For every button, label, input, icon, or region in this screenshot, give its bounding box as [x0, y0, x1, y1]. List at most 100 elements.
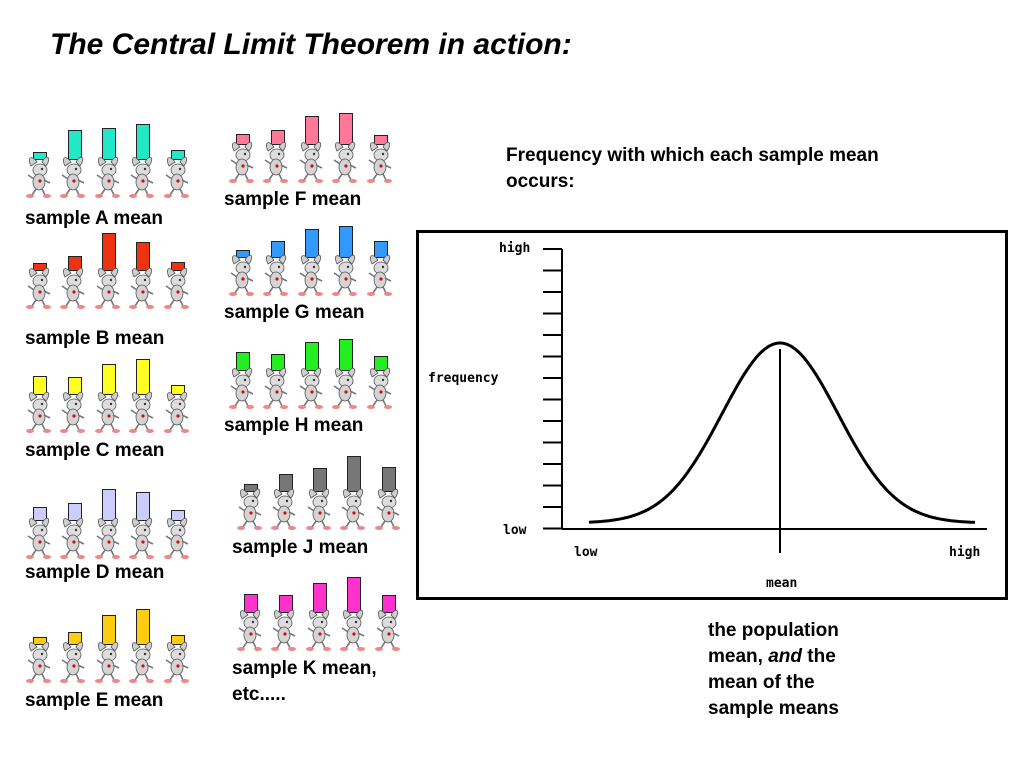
sample-f-bar [339, 113, 353, 145]
population-note-suffix: the [801, 646, 836, 667]
sample-d: sample D mean [25, 481, 225, 591]
sample-h-label: sample H mean [224, 415, 364, 436]
rabbit-runner-icon [229, 141, 254, 183]
sample-j: sample J mean [232, 452, 436, 562]
sample-g-bar [374, 241, 388, 258]
sample-d-bar [171, 510, 185, 521]
rabbit-runner-icon [26, 391, 51, 433]
rabbit-runner-icon [271, 609, 296, 651]
population-note-emphasis: and [768, 646, 802, 667]
rabbit-runner-icon [129, 267, 154, 309]
sample-b-label: sample B mean [25, 328, 165, 349]
sample-c-bar [136, 359, 150, 395]
sample-h-bars [228, 331, 428, 401]
sample-h-rabbits [229, 367, 392, 409]
rabbit-runner-icon [26, 517, 51, 559]
sample-h-bar [374, 356, 388, 371]
sample-e-bar [171, 635, 185, 645]
sample-c-bars [25, 355, 225, 425]
rabbit-runner-icon [164, 267, 189, 309]
sample-j-rabbits [237, 488, 400, 530]
sample-j-label: sample J mean [232, 537, 369, 558]
rabbit-runner-icon [298, 141, 323, 183]
sample-d-bar [136, 492, 150, 521]
rabbit-runner-icon [263, 141, 288, 183]
sample-h-bar [236, 352, 250, 371]
rabbit-runner-icon [26, 641, 51, 683]
rabbit-runner-icon [298, 367, 323, 409]
sample-d-bars [25, 481, 225, 551]
sample-a-bars [25, 120, 225, 190]
rabbit-runner-icon [60, 517, 85, 559]
frequency-note: Frequency with which each sample mean oc… [506, 143, 879, 195]
sample-e-bar [33, 637, 47, 645]
rabbit-runner-icon [367, 367, 392, 409]
sample-g-bars [228, 218, 428, 288]
rabbit-runner-icon [367, 141, 392, 183]
rabbit-runner-icon [229, 254, 254, 296]
rabbit-runner-icon [60, 267, 85, 309]
population-note-prefix: mean, [708, 646, 769, 667]
sample-h-bar [271, 354, 285, 371]
sample-j-bar [279, 474, 293, 492]
sample-j-bars [236, 452, 436, 522]
sampling-distribution-graph: high frequency low low high mean [416, 230, 1008, 600]
sample-b-bar [136, 242, 150, 271]
rabbit-runner-icon [306, 488, 331, 530]
sample-g-rabbits [229, 254, 392, 296]
sample-a-bar [68, 130, 82, 160]
rabbit-runner-icon [60, 156, 85, 198]
rabbit-runner-icon [237, 488, 262, 530]
x-mean-label: mean [766, 576, 797, 591]
sample-a: sample A mean [25, 120, 225, 230]
rabbit-runner-icon [375, 609, 400, 651]
rabbit-runner-icon [164, 517, 189, 559]
rabbit-runner-icon [271, 488, 296, 530]
sample-g-bar [271, 241, 285, 258]
rabbit-runner-icon [164, 391, 189, 433]
sample-j-bar [382, 467, 396, 492]
sample-e-bar [136, 609, 150, 645]
sample-a-rabbits [26, 156, 189, 198]
sample-h: sample H mean [224, 331, 428, 441]
population-note-line2: mean, and the [708, 644, 839, 670]
sample-j-bar [244, 484, 258, 492]
y-low-label: low [503, 523, 527, 538]
rabbit-runner-icon [229, 367, 254, 409]
sample-c: sample C mean [25, 355, 225, 465]
sample-c-rabbits [26, 391, 189, 433]
rabbit-runner-icon [332, 254, 357, 296]
sample-d-label: sample D mean [25, 562, 165, 583]
sample-d-bar [33, 507, 47, 521]
population-note: the population mean, and the mean of the… [708, 618, 839, 722]
rabbit-runner-icon [298, 254, 323, 296]
sample-e: sample E mean [25, 605, 225, 715]
population-note-line4: sample means [708, 698, 839, 719]
sample-d-bar [102, 489, 116, 521]
rabbit-runner-icon [60, 391, 85, 433]
rabbit-runner-icon [367, 254, 392, 296]
sample-g-label: sample G mean [224, 302, 365, 323]
sample-d-rabbits [26, 517, 189, 559]
sample-f-bar [271, 130, 285, 145]
sample-b-bars [25, 231, 225, 301]
sample-e-bar [68, 632, 82, 645]
sample-k-label: sample K mean, [232, 658, 377, 679]
sample-k-rabbits [237, 609, 400, 651]
sample-h-bar [305, 342, 319, 371]
sample-b-rabbits [26, 267, 189, 309]
sample-k-bar [244, 594, 258, 613]
sample-c-bar [102, 364, 116, 395]
sample-b-bar [102, 233, 116, 271]
y-high-label: high [499, 241, 530, 256]
rabbit-runner-icon [306, 609, 331, 651]
sample-f-bar [236, 134, 250, 145]
sample-b-bar [33, 263, 47, 271]
rabbit-runner-icon [95, 267, 120, 309]
rabbit-runner-icon [95, 517, 120, 559]
frequency-note-line2: occurs: [506, 171, 575, 192]
sample-d-bar [68, 503, 82, 521]
sample-g: sample G mean [224, 218, 428, 328]
sample-k-bar [313, 583, 327, 613]
rabbit-runner-icon [340, 488, 365, 530]
